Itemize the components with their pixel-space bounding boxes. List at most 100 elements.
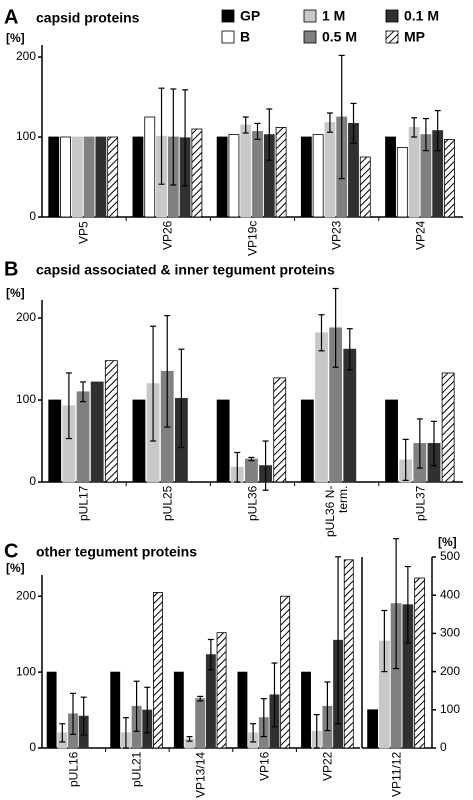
bar <box>444 138 455 218</box>
legend-swatch <box>221 30 235 44</box>
x-tick-label: pUL36 N-term. <box>322 486 350 538</box>
x-tick-label: VP11/12 <box>389 752 404 798</box>
y-tick-label: 200 <box>16 588 36 602</box>
bar <box>90 381 104 483</box>
bar <box>144 116 156 218</box>
bar <box>273 377 287 483</box>
x-tick-label: VP24 <box>413 221 428 251</box>
panel-title: capsid associated & inner tegument prote… <box>36 262 335 278</box>
bar <box>240 124 252 218</box>
legend-swatch <box>385 9 399 23</box>
x-tick-label: VP5 <box>76 221 91 244</box>
bar <box>71 136 83 218</box>
legend-swatch <box>303 30 317 44</box>
y-tick-label: 0 <box>29 474 36 488</box>
x-tick-label: VP13/14 <box>193 752 208 799</box>
bar <box>245 458 258 483</box>
y-tick-label: 100 <box>16 664 36 678</box>
y-tick-label: 0 <box>29 740 36 754</box>
y-tick-label: 100 <box>16 129 36 143</box>
bar <box>95 136 107 218</box>
x-tick-label: pUL36 <box>245 486 259 522</box>
bar <box>107 136 119 218</box>
x-tick-label: pUL21 <box>129 752 144 788</box>
bar <box>300 136 312 218</box>
y-tick-label: 200 <box>440 664 460 678</box>
x-tick-label: VP16 <box>257 752 272 782</box>
x-tick-label: VP19c <box>245 221 259 257</box>
legend-label: 0.1 M <box>404 8 439 24</box>
bar <box>191 128 203 218</box>
y-axis-label: [%] <box>438 535 457 549</box>
y-tick-label: 0 <box>29 209 36 223</box>
bar <box>408 127 420 218</box>
x-tick-label: VP26 <box>160 221 175 251</box>
bar <box>385 399 398 483</box>
bar <box>280 595 291 749</box>
bar <box>173 671 184 749</box>
bar <box>315 332 328 483</box>
bar <box>324 122 336 218</box>
legend-label: MP <box>404 29 425 45</box>
legend-swatch <box>221 9 235 23</box>
y-tick-label: 0 <box>440 740 447 754</box>
bar <box>153 592 163 749</box>
bar <box>216 399 230 483</box>
bar <box>343 559 354 749</box>
y-axis-label: [%] <box>6 561 25 575</box>
panel-label: B <box>4 258 18 280</box>
bar <box>252 130 263 218</box>
y-tick-label: 200 <box>16 49 36 63</box>
bar <box>300 399 314 483</box>
bar <box>110 671 121 749</box>
panel-title: capsid proteins <box>36 10 140 26</box>
bar <box>228 134 240 218</box>
y-tick-label: 300 <box>440 626 460 640</box>
legend-label: 0.5 M <box>322 29 357 45</box>
bar <box>132 399 146 483</box>
bar <box>76 391 90 483</box>
bar <box>60 136 71 218</box>
legend-label: B <box>240 29 250 45</box>
y-tick-label: 100 <box>440 702 460 716</box>
y-tick-label: 500 <box>440 549 460 563</box>
panel-label: A <box>4 6 18 28</box>
bar <box>301 671 311 749</box>
bar <box>83 136 95 218</box>
x-tick-label: pUL25 <box>160 486 175 522</box>
bar <box>441 372 455 483</box>
x-tick-label: pUL16 <box>66 752 81 788</box>
legend-label: 1 M <box>322 8 345 24</box>
legend-swatch <box>303 9 317 23</box>
bar <box>367 709 378 749</box>
bar <box>216 136 228 218</box>
bar <box>312 134 324 218</box>
x-tick-label: VP23 <box>329 221 344 251</box>
legend-swatch <box>385 30 399 44</box>
bar <box>48 136 60 218</box>
x-tick-label: pUL17 <box>76 486 91 522</box>
bar <box>46 671 57 749</box>
panel-title: other tegument proteins <box>36 544 197 560</box>
bar <box>396 146 408 218</box>
bar <box>104 360 118 483</box>
legend-label: GP <box>240 8 260 24</box>
y-tick-label: 400 <box>440 587 460 601</box>
bar <box>48 399 62 483</box>
bar <box>237 671 248 749</box>
bar <box>275 127 287 218</box>
bar <box>385 136 396 218</box>
x-tick-label: VP22 <box>320 752 335 782</box>
bar <box>359 156 371 218</box>
x-tick-label: pUL37 <box>413 486 428 522</box>
y-axis-label: [%] <box>6 31 25 45</box>
panel-label: C <box>4 540 18 562</box>
y-tick-label: 200 <box>16 310 36 324</box>
bar <box>414 577 426 749</box>
y-axis-label: [%] <box>6 286 25 300</box>
bar <box>132 136 144 218</box>
bar <box>216 632 227 749</box>
y-tick-label: 100 <box>16 392 36 406</box>
